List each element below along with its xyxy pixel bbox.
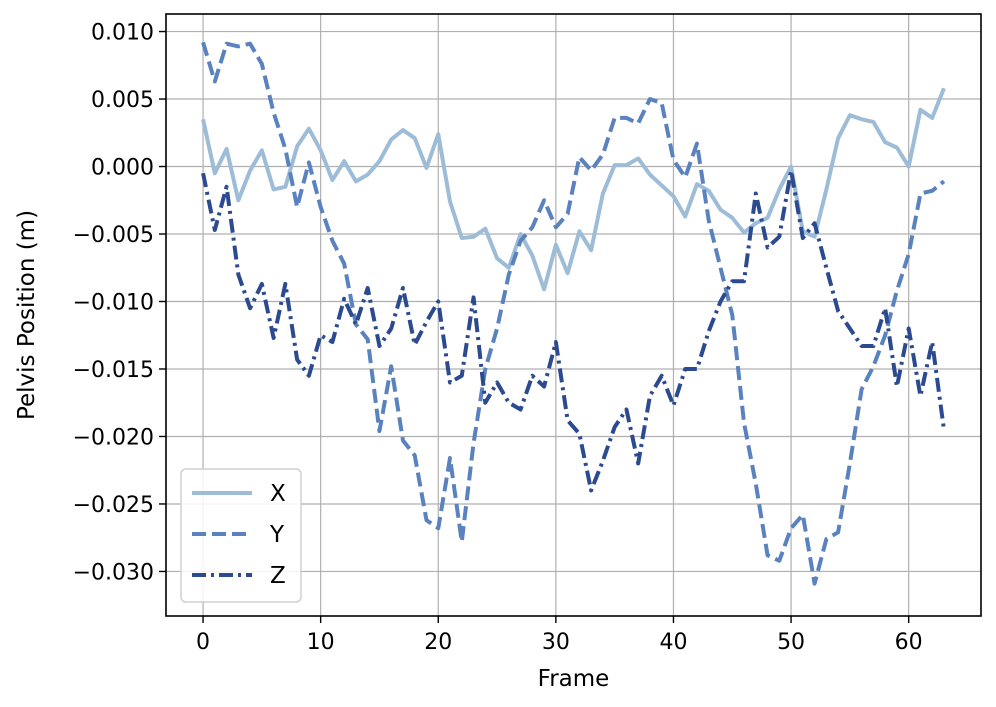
x-tick-label: 50 [777, 630, 805, 655]
plot-frame [165, 13, 982, 617]
legend-label-z: Z [270, 563, 286, 589]
series-line-x [201, 87, 946, 292]
y-axis-ticks: 0.010 0.005 0.000 −0.005 −0.010 −0.015 −0.020 −… [73, 21, 166, 585]
y-tick-label: −0.005 [73, 223, 154, 248]
y-tick-label: 0.005 [91, 88, 154, 113]
y-tick-label: −0.030 [73, 560, 154, 585]
y-tick-label: 0.000 [91, 156, 154, 181]
y-tick-label: −0.015 [73, 358, 154, 383]
series-line-y [201, 41, 946, 586]
x-tick-label: 30 [542, 630, 570, 655]
legend: XYZ [180, 468, 302, 603]
x-tick-label: 10 [307, 630, 335, 655]
series-line-z [201, 168, 946, 493]
x-tick-label: 20 [424, 630, 452, 655]
x-axis-label: Frame [538, 666, 610, 692]
x-tick-label: 40 [659, 630, 687, 655]
y-tick-label: 0.010 [91, 21, 154, 46]
y-tick-label: −0.010 [73, 291, 154, 316]
legend-label-x: X [270, 481, 286, 507]
grid [166, 14, 981, 616]
x-tick-label: 60 [895, 630, 923, 655]
y-tick-label: −0.020 [73, 425, 154, 450]
series-lines [201, 41, 946, 586]
y-tick-label: −0.025 [73, 493, 154, 518]
x-axis-ticks: 0 10 20 30 40 50 60 [196, 616, 923, 655]
legend-label-y: Y [269, 522, 285, 548]
y-axis-label: Pelvis Position (m) [14, 210, 40, 420]
x-tick-label: 0 [196, 630, 210, 655]
